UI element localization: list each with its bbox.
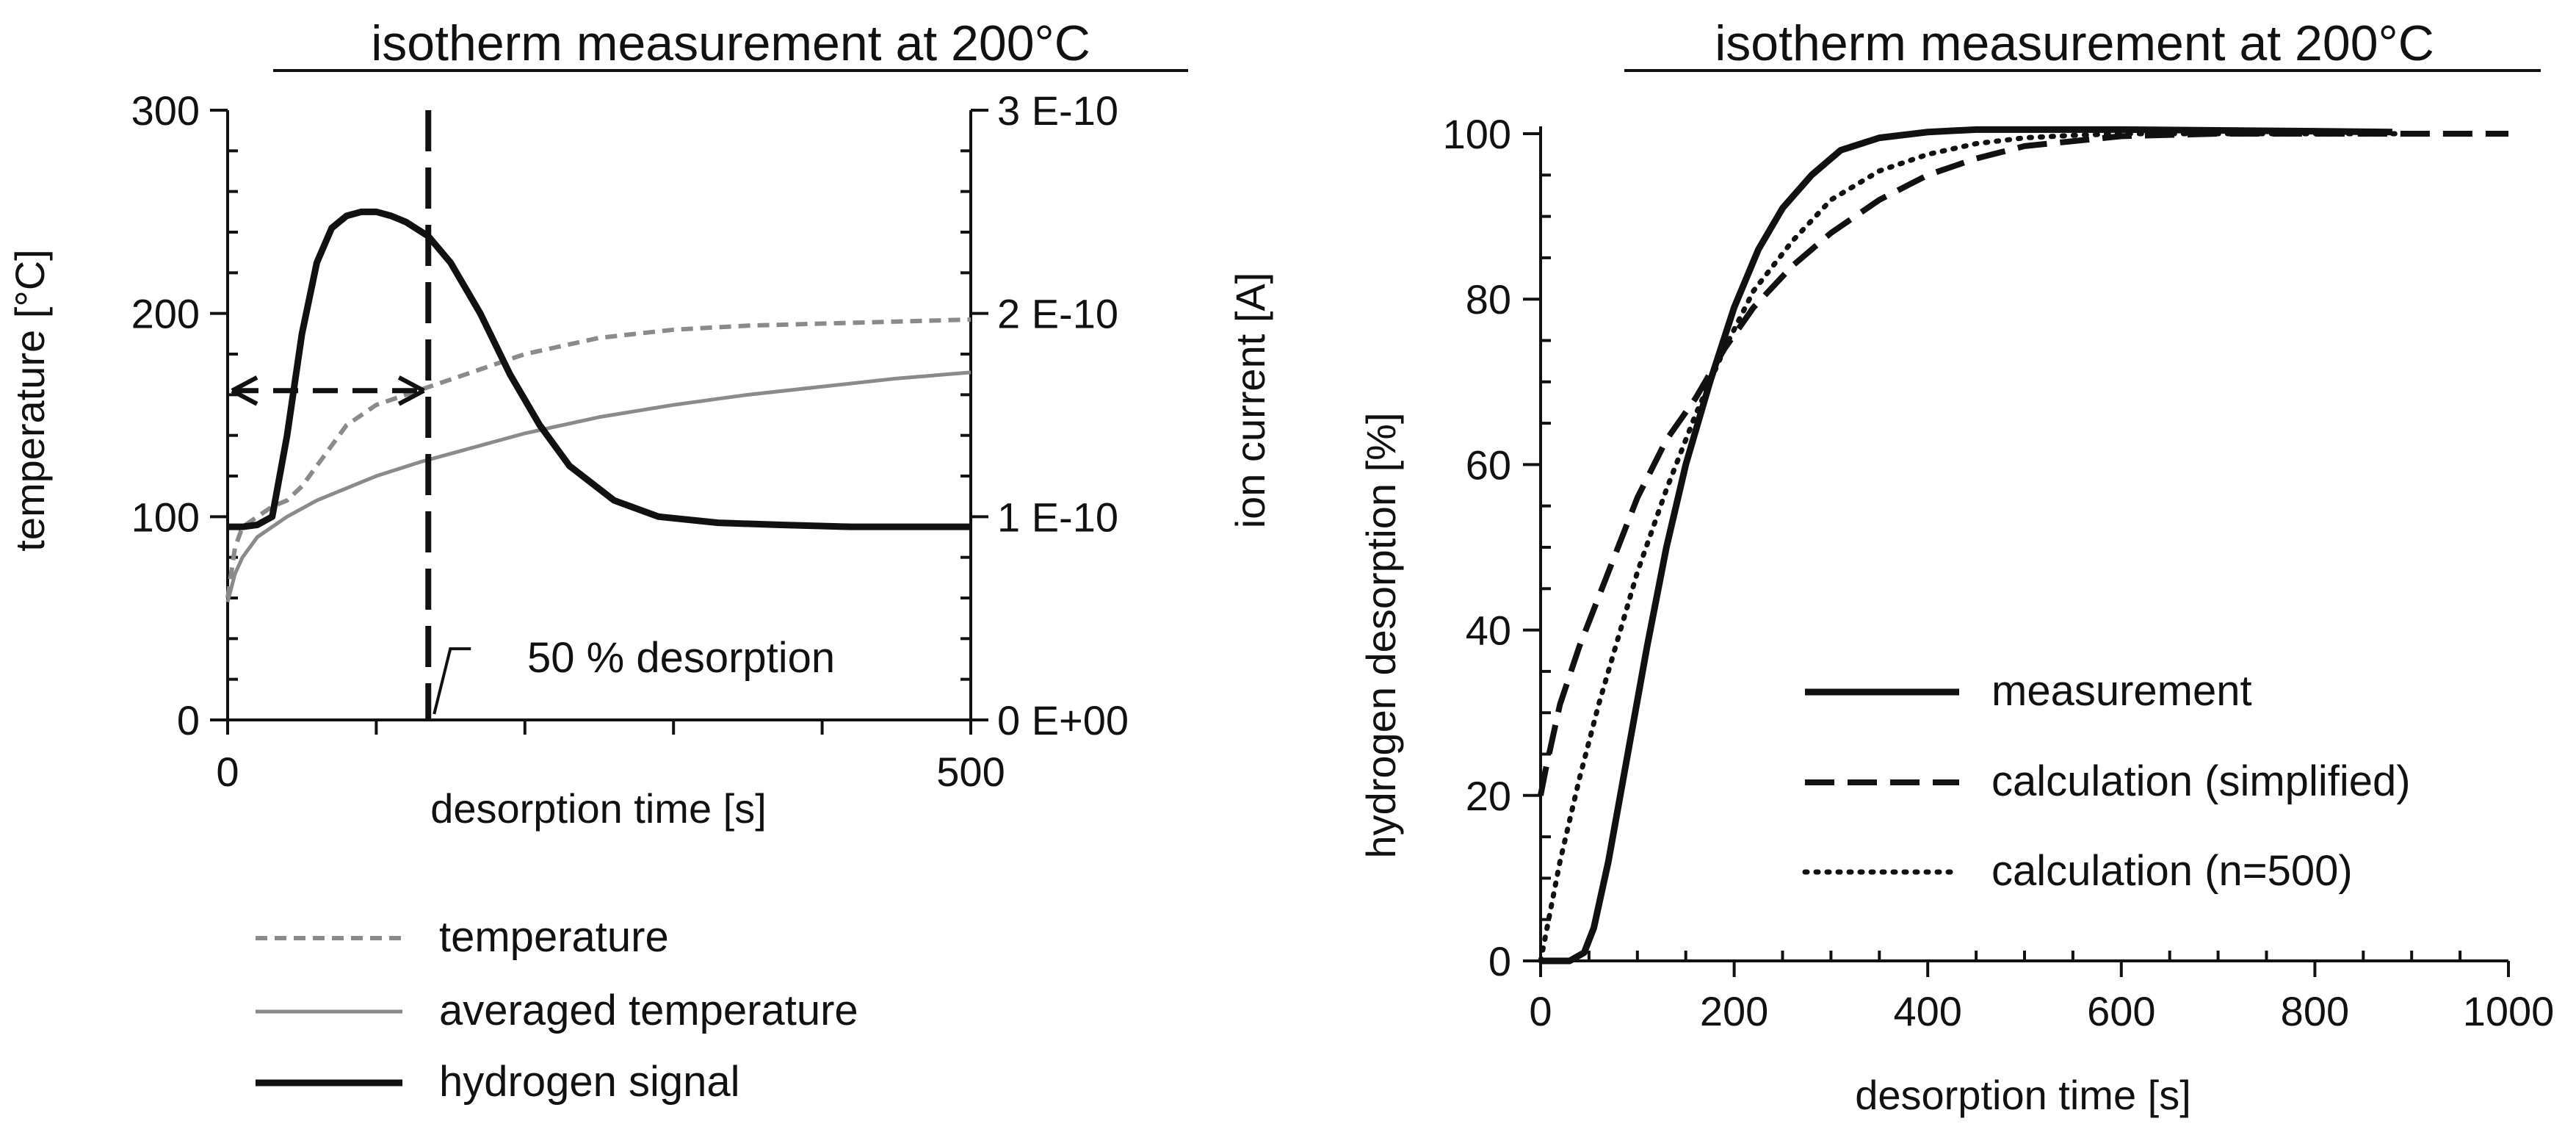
right-y2tick-label: 2 E-10 — [997, 291, 1118, 337]
right-chart-ytick-label: 80 — [1466, 276, 1511, 323]
right-chart-ytick-label: 100 — [1443, 111, 1511, 157]
right-xlabel: desorption time [s] — [1855, 1072, 2191, 1118]
legend-label: calculation (n=500) — [1991, 847, 2353, 895]
arrow-head-left — [231, 375, 258, 406]
series-hydrogen-signal — [228, 208, 971, 530]
right-chart: isotherm measurement at 200°C 0 20 40 60 80 1… — [1358, 15, 2554, 1118]
right-chart-ytick-label: 20 — [1466, 773, 1511, 819]
left-ytick-label: 300 — [131, 87, 200, 134]
left-series — [225, 208, 972, 603]
right-chart-title: isotherm measurement at 200°C — [1715, 15, 2434, 71]
right-chart-xtick-label: 600 — [2087, 988, 2155, 1034]
right-chart-ytick-label: 0 — [1488, 938, 1511, 984]
right-y2tick-label: 1 E-10 — [997, 494, 1118, 540]
right-y2tick-label: 0 E+00 — [997, 697, 1129, 743]
left-ytick-label: 0 — [177, 697, 200, 743]
left-xtick-label: 0 — [216, 749, 239, 795]
annotation-leader — [433, 647, 471, 715]
series-measurement — [1541, 126, 2392, 965]
left-ylabel: temperature [°C] — [7, 249, 53, 551]
legend-label: measurement — [1991, 667, 2252, 715]
right-y2tick-label: 3 E-10 — [997, 87, 1118, 134]
left-xtick-label: 500 — [936, 749, 1005, 795]
arrow-head-right — [397, 375, 425, 406]
legend-label: temperature — [439, 913, 669, 961]
left-axes: 0 100 200 300 0 E+00 1 E-10 2 E-10 3 E-10 0 500 — [131, 87, 1129, 795]
left-y2label: ion current [A] — [1227, 273, 1273, 529]
right-ylabel: hydrogen desorption [%] — [1358, 412, 1404, 858]
legend-label: averaged temperature — [439, 987, 858, 1034]
series-temperature — [225, 317, 972, 599]
right-series — [1538, 126, 2508, 965]
legend-label: hydrogen signal — [439, 1058, 740, 1106]
right-chart-xtick-label: 400 — [1893, 988, 1961, 1034]
series-calculation-simplified- — [1538, 131, 2508, 796]
left-ytick-label: 100 — [131, 494, 200, 540]
right-chart-xtick-label: 200 — [1700, 988, 1768, 1034]
left-ytick-label: 200 — [131, 291, 200, 337]
right-legend: measurement calculation (simplified) calcu… — [1802, 667, 2411, 895]
series-calculation-n-500- — [1538, 131, 2414, 964]
left-marker — [231, 110, 471, 720]
right-chart-ytick-label: 60 — [1466, 442, 1511, 488]
left-chart-title: isotherm measurement at 200°C — [371, 15, 1090, 71]
legend-label: calculation (simplified) — [1991, 757, 2411, 805]
right-chart-ytick-label: 40 — [1466, 608, 1511, 654]
left-annotation: 50 % desorption — [527, 634, 835, 682]
left-chart: isotherm measurement at 200°C 0 100 200 300… — [7, 15, 1273, 1106]
left-legend: temperature averaged temperature hydrogen … — [256, 913, 858, 1106]
series-averaged-temperature — [225, 370, 972, 603]
right-chart-xtick-label: 0 — [1529, 988, 1552, 1034]
right-chart-xtick-label: 1000 — [2463, 988, 2555, 1034]
right-chart-xtick-label: 800 — [2281, 988, 2349, 1034]
left-xlabel: desorption time [s] — [430, 785, 767, 832]
